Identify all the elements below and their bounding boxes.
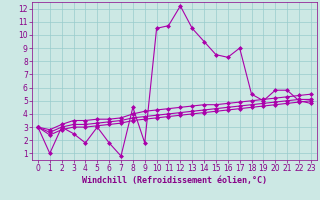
X-axis label: Windchill (Refroidissement éolien,°C): Windchill (Refroidissement éolien,°C) — [82, 176, 267, 185]
